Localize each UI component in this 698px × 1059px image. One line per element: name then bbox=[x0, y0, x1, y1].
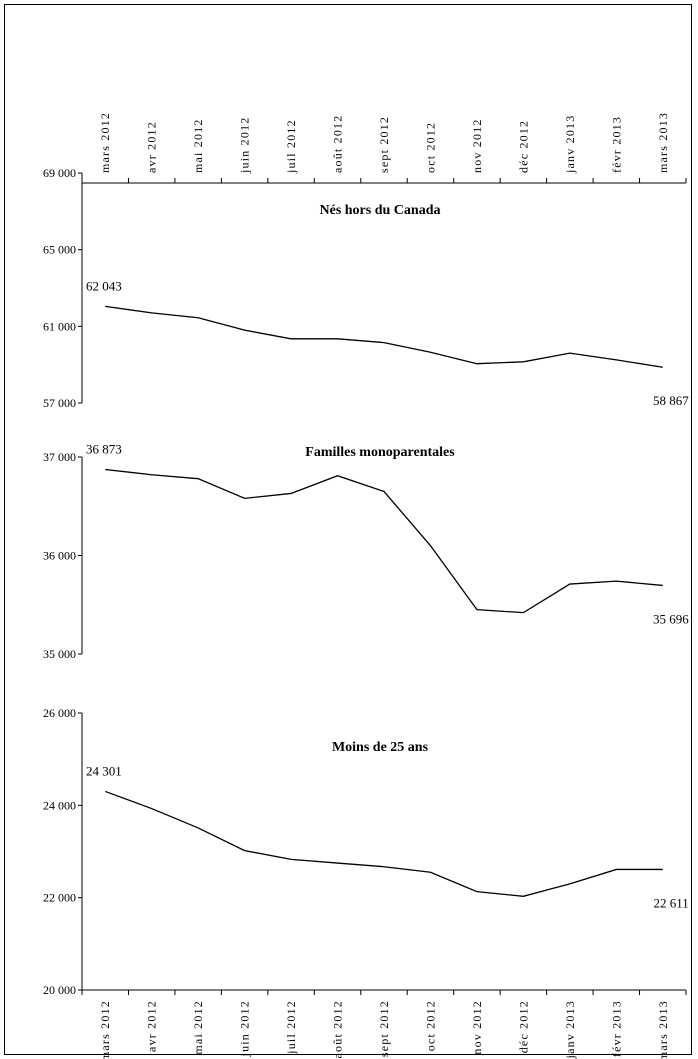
top-x-tick-label: avr 2012 bbox=[145, 121, 159, 173]
panel-under-25-first-value-label: 24 301 bbox=[86, 763, 122, 778]
chart-frame bbox=[4, 4, 692, 1055]
bottom-x-tick-label: août 2012 bbox=[331, 1000, 345, 1058]
panel-single-parent-first-value-label: 36 873 bbox=[86, 442, 122, 457]
top-x-tick-label: nov 2012 bbox=[470, 118, 484, 173]
bottom-x-tick-label: nov 2012 bbox=[470, 1000, 484, 1055]
panel-under-25-series-line bbox=[105, 790, 663, 897]
bottom-x-tick-label: avr 2012 bbox=[145, 1000, 159, 1052]
top-x-tick-label: mai 2012 bbox=[191, 118, 205, 173]
bottom-x-tick-label: sept 2012 bbox=[377, 1000, 391, 1057]
bottom-x-tick-label: juin 2012 bbox=[238, 1000, 252, 1057]
top-x-tick-label: oct 2012 bbox=[423, 122, 437, 173]
top-x-tick-label: janv 2013 bbox=[563, 115, 577, 174]
panel-under-25-y-tick-label: 22 000 bbox=[43, 891, 76, 905]
panel-single-parent-last-value-label: 35 696 bbox=[653, 611, 689, 626]
bottom-x-tick-label: oct 2012 bbox=[423, 1000, 437, 1051]
bottom-x-tick-label: juil 2012 bbox=[284, 1000, 298, 1055]
panel-single-parent-y-tick-label: 36 000 bbox=[43, 549, 76, 563]
bottom-x-tick-label: mars 2012 bbox=[98, 1000, 112, 1059]
panel-born-outside-y-tick-label: 57 000 bbox=[43, 396, 76, 410]
panel-born-outside-last-value-label: 58 867 bbox=[653, 393, 689, 408]
top-x-tick-label: déc 2012 bbox=[516, 120, 530, 173]
bottom-x-tick-label: mai 2012 bbox=[191, 1000, 205, 1055]
top-x-tick-label: sept 2012 bbox=[377, 116, 391, 173]
top-x-tick-label: févr 2013 bbox=[609, 116, 623, 173]
bottom-x-tick-label: déc 2012 bbox=[516, 1000, 530, 1053]
bottom-x-tick-label: févr 2013 bbox=[609, 1000, 623, 1057]
top-x-tick-label: juin 2012 bbox=[238, 117, 252, 174]
panel-under-25-last-value-label: 22 611 bbox=[653, 895, 688, 910]
panel-single-parent-title: Familles monoparentales bbox=[305, 445, 455, 460]
panel-born-outside-series-line bbox=[105, 305, 663, 368]
panel-born-outside-y-tick-label: 61 000 bbox=[43, 319, 76, 333]
panel-born-outside-first-value-label: 62 043 bbox=[86, 278, 122, 293]
top-x-tick-label: août 2012 bbox=[331, 115, 345, 173]
top-x-tick-label: mars 2013 bbox=[656, 112, 670, 173]
top-x-tick-label: mars 2012 bbox=[98, 112, 112, 173]
panel-under-25-y-tick-label: 24 000 bbox=[43, 798, 76, 812]
panel-under-25-title: Moins de 25 ans bbox=[332, 740, 429, 755]
panel-under-25-y-tick-label: 20 000 bbox=[43, 983, 76, 997]
top-x-tick-label: juil 2012 bbox=[284, 119, 298, 174]
bottom-x-tick-label: mars 2013 bbox=[656, 1000, 670, 1059]
panel-single-parent-y-tick-label: 37 000 bbox=[43, 450, 76, 464]
panel-born-outside-y-tick-label: 65 000 bbox=[43, 243, 76, 257]
bottom-x-tick-label: janv 2013 bbox=[563, 1000, 577, 1059]
panel-born-outside-y-tick-label: 69 000 bbox=[43, 166, 76, 180]
panel-single-parent-y-tick-label: 35 000 bbox=[43, 647, 76, 661]
panel-born-outside-title: Nés hors du Canada bbox=[320, 203, 441, 218]
panel-under-25-y-tick-label: 26 000 bbox=[43, 706, 76, 720]
panel-single-parent-series-line bbox=[105, 468, 663, 614]
